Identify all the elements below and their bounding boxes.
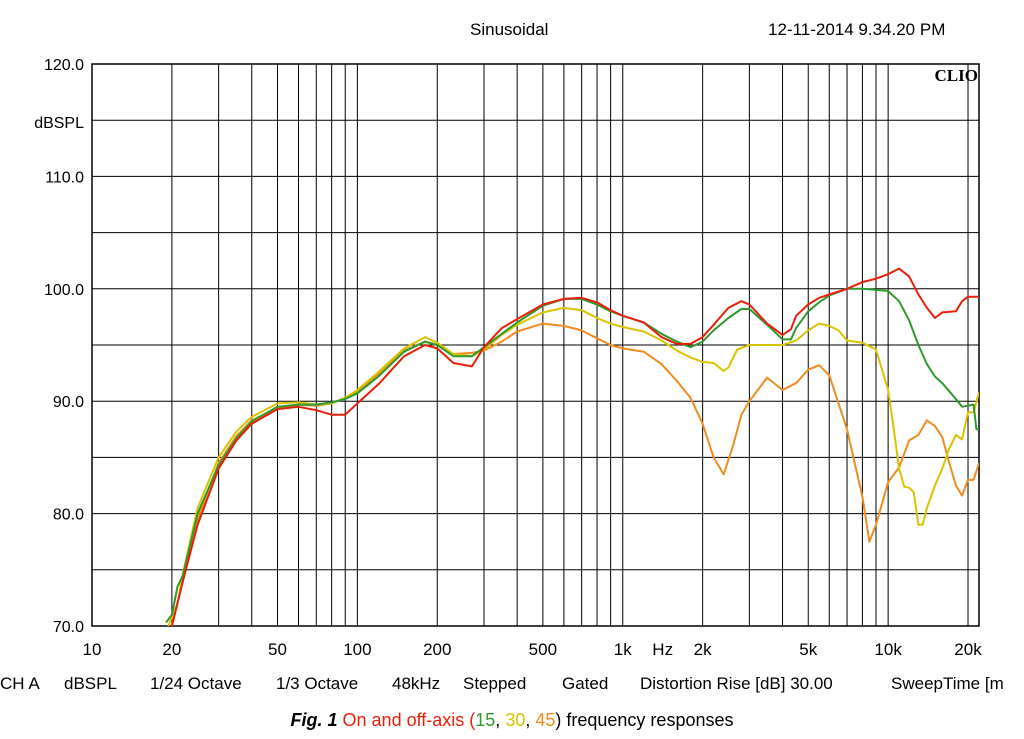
y-tick-label: 100.0	[44, 282, 84, 299]
figure-caption: Fig. 1 On and off-axis (15, 30, 45) freq…	[0, 710, 1024, 731]
chart-timestamp: 12-11-2014 9.34.20 PM	[768, 20, 946, 39]
footer-distortion-rise: Distortion Rise [dB] 30.00	[640, 674, 833, 693]
caption-on-axis-text: On and off-axis (	[342, 710, 476, 730]
x-tick-label: 20k	[954, 640, 982, 659]
y-tick-label: 70.0	[53, 619, 84, 636]
plot-frame	[91, 63, 980, 627]
x-tick-label: 2k	[694, 640, 712, 659]
caption-30: 30	[505, 710, 526, 730]
footer-gating: Gated	[562, 674, 609, 693]
measurement-settings-bar: CH A dBSPL 1/24 Octave 1/3 Octave 48kHz …	[0, 674, 1024, 698]
x-tick-label: 200	[423, 640, 451, 659]
series-line-1	[165, 287, 979, 624]
y-tick-label: 80.0	[53, 507, 84, 524]
footer-sweep-time: SweepTime [m	[891, 674, 1004, 693]
x-tick-label: 1k	[614, 640, 632, 659]
figure-number: Fig. 1	[290, 710, 338, 730]
x-tick-label: 10k	[874, 640, 902, 659]
footer-sweep-type: Stepped	[463, 674, 527, 693]
x-tick-label: 100	[343, 640, 371, 659]
y-tick-label: 120.0	[44, 57, 84, 74]
x-tick-label: 500	[529, 640, 557, 659]
clio-logo: CLIO	[935, 66, 978, 85]
chart-mode-label: Sinusoidal	[470, 20, 549, 39]
caption-tail: ) frequency responses	[555, 710, 734, 730]
x-tick-label: 10	[83, 640, 102, 659]
caption-45: 45	[535, 710, 556, 730]
series-line-3	[170, 322, 979, 626]
caption-sep: ,	[495, 710, 506, 730]
caption-15: 15	[475, 710, 496, 730]
caption-sep: ,	[525, 710, 536, 730]
y-tick-label: 110.0	[45, 169, 84, 186]
footer-resolution: 1/3 Octave	[276, 674, 359, 693]
y-axis-label: dBSPL	[34, 115, 84, 132]
x-tick-label: 50	[268, 640, 287, 659]
footer-samplerate: 48kHz	[392, 674, 441, 693]
y-tick-label: 90.0	[53, 394, 84, 411]
series-line-0	[170, 267, 979, 626]
footer-channel: CH A	[0, 674, 40, 693]
footer-smoothing: 1/24 Octave	[150, 674, 242, 693]
x-tick-label: 20	[162, 640, 181, 659]
x-axis-unit: Hz	[652, 640, 673, 659]
footer-unit: dBSPL	[64, 674, 117, 693]
x-tick-label: 5k	[799, 640, 817, 659]
